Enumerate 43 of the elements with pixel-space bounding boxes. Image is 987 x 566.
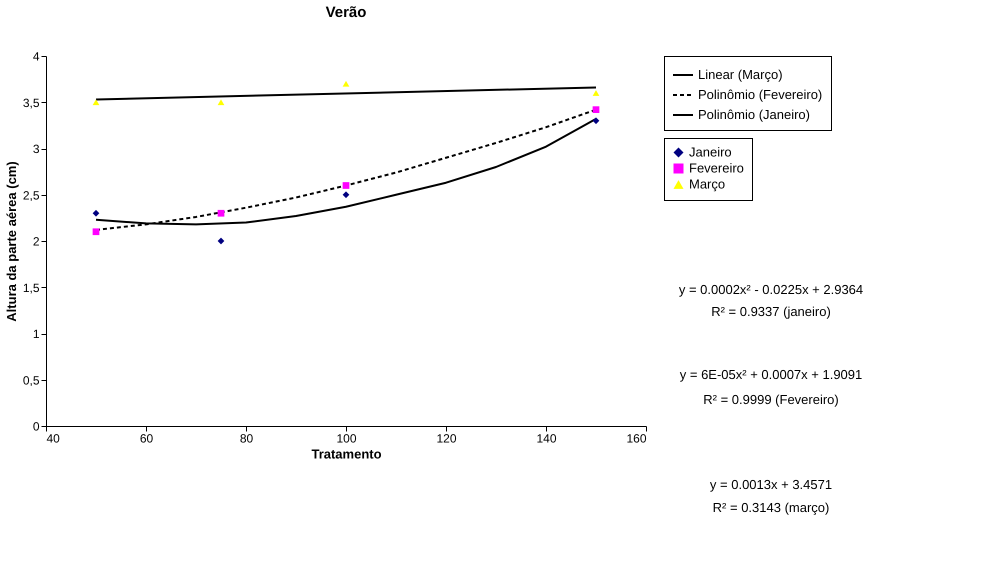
point bbox=[218, 99, 224, 106]
text: y = 6E-05x² + 0.0007x + 1.9091 bbox=[680, 367, 862, 382]
point bbox=[218, 210, 224, 217]
chart-title: Verão bbox=[326, 4, 366, 21]
text: y = 0.0013x + 3.4571 bbox=[710, 477, 832, 492]
y-tick-label: 1 bbox=[32, 327, 40, 341]
point bbox=[342, 191, 350, 198]
legend-label: Linear (Março) bbox=[698, 67, 783, 82]
text: y = 0.0002x² - 0.0225x + 2.9364 bbox=[678, 282, 864, 297]
y-tick-label: 1,5 bbox=[22, 280, 40, 295]
point bbox=[92, 99, 100, 106]
point bbox=[92, 210, 100, 217]
text: R² = 0.3143 (março) bbox=[712, 500, 830, 515]
y-tick-label: 2,5 bbox=[22, 188, 40, 202]
x-tick-label: 160 bbox=[626, 432, 647, 446]
legend-label: Março bbox=[689, 176, 726, 192]
point bbox=[592, 117, 600, 124]
y-tick-label: 2 bbox=[32, 234, 40, 248]
x-tick-label: 120 bbox=[436, 432, 457, 446]
x-tick-label: 80 bbox=[240, 432, 254, 446]
point bbox=[218, 238, 224, 244]
text: R² = 0.9337 (janeiro) bbox=[711, 304, 831, 319]
x-tick-label: 60 bbox=[140, 432, 154, 446]
x-tick-label: 140 bbox=[536, 432, 557, 446]
y-tick-label: 3 bbox=[32, 142, 40, 156]
y-tick-label: 0 bbox=[32, 420, 40, 434]
x-axis-title: Tratamento bbox=[311, 446, 382, 462]
x-tick-label: 100 bbox=[336, 432, 357, 446]
x-tick-label: 40 bbox=[46, 432, 60, 446]
text: R² = 0.9999 (Fevereiro) bbox=[703, 392, 839, 407]
point bbox=[92, 228, 100, 236]
legend-label: Polinômio (Fevereiro) bbox=[698, 87, 822, 102]
y-tick-label: 4 bbox=[32, 50, 40, 64]
point bbox=[592, 90, 600, 96]
point bbox=[592, 106, 600, 114]
y-tick-label: 3,5 bbox=[22, 96, 40, 110]
point bbox=[342, 80, 350, 87]
y-axis-title: Altura da parte aérea (cm) bbox=[4, 161, 19, 322]
legend-label: Fevereiro bbox=[689, 160, 744, 176]
y-tick-label: 0,5 bbox=[22, 373, 40, 388]
legend-label: Janeiro bbox=[689, 144, 732, 160]
legend-label: Polinômio (Janeiro) bbox=[698, 107, 810, 122]
point bbox=[342, 182, 350, 189]
